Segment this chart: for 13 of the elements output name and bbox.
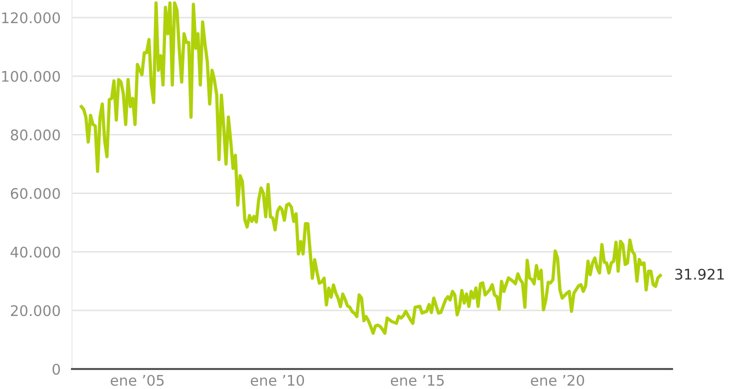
x-tick-label: ene ’20 <box>530 374 584 386</box>
y-tick-label: 0 <box>52 364 60 375</box>
y-tick-label: 40.000 <box>10 246 60 258</box>
y-tick-label: 80.000 <box>10 129 60 140</box>
y-tick-label: 20.000 <box>10 305 60 316</box>
x-tick-label: ene ’15 <box>390 375 444 386</box>
y-tick-label: 60.000 <box>10 188 60 200</box>
x-tick-label: ene ’05 <box>110 374 164 386</box>
line-series <box>80 1 662 335</box>
annotation: 31.921 <box>675 268 724 280</box>
y-tick-label: 120.000 <box>2 12 60 24</box>
y-tick-label: 100.000 <box>2 70 60 82</box>
x-tick-label: ene ’10 <box>250 374 304 386</box>
